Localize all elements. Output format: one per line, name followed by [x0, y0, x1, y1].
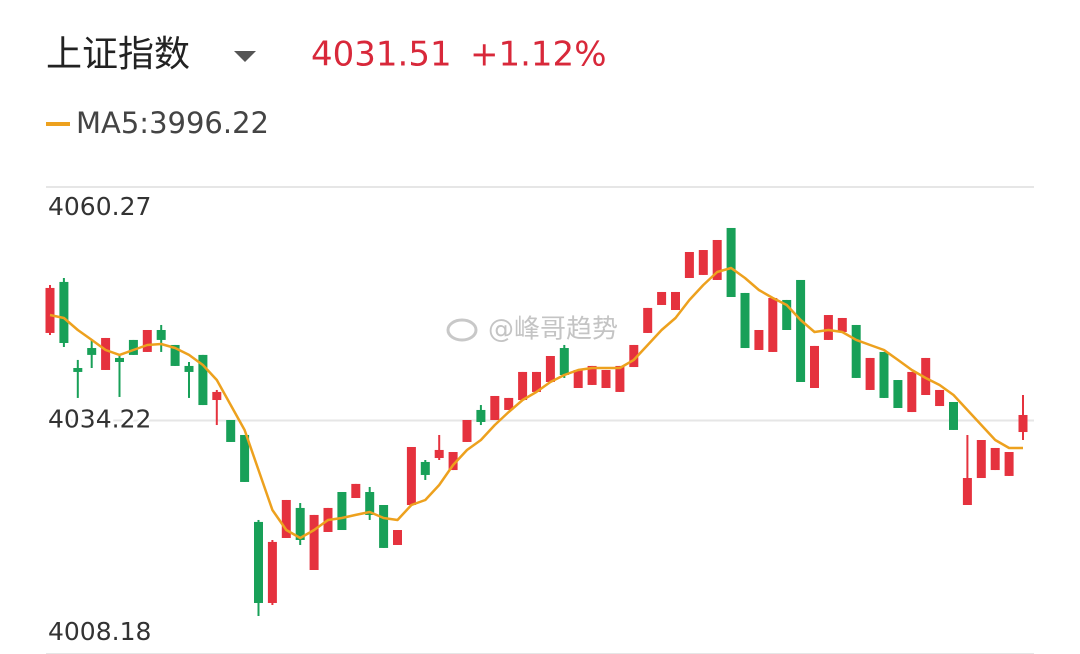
price: 4031.51	[311, 35, 452, 75]
candle-body	[240, 434, 250, 482]
candle-body	[448, 452, 458, 471]
candle-body	[59, 281, 69, 343]
candle-body	[281, 499, 291, 538]
candle-body	[907, 371, 917, 413]
candle-body	[851, 324, 861, 378]
y-tick-label: 4060.27	[48, 192, 151, 221]
y-axis: 4060.27 4034.22 4008.18	[45, 189, 154, 649]
candle-body	[671, 291, 680, 311]
ma-line	[49, 266, 1023, 540]
candle-body	[476, 409, 486, 422]
candle-body	[393, 530, 402, 545]
candle-body	[254, 521, 263, 603]
candle-body	[782, 299, 792, 330]
candle-body	[351, 483, 361, 499]
candle-body	[101, 337, 111, 370]
candle-body	[615, 365, 625, 392]
candle-body	[142, 329, 152, 352]
candle-body	[518, 371, 528, 401]
candle-body	[726, 227, 736, 298]
candle-body	[865, 357, 875, 390]
candle-body	[379, 504, 389, 548]
candle-body	[226, 420, 236, 442]
candle-body	[962, 478, 972, 505]
candle-body	[1018, 414, 1028, 433]
candle-body	[87, 348, 97, 355]
candle-body	[990, 447, 1000, 471]
candle-body	[949, 401, 958, 430]
candle-body	[712, 239, 722, 280]
candle-body	[434, 449, 444, 459]
candle-body	[740, 292, 750, 349]
change: +1.12%	[470, 35, 607, 75]
candle-body	[1004, 452, 1014, 476]
candle-body	[406, 446, 416, 505]
candle-body	[768, 297, 778, 352]
y-tick-label: 4034.22	[48, 405, 151, 434]
candle-body	[643, 307, 653, 333]
candle-body	[559, 348, 569, 376]
candle-body	[504, 397, 514, 410]
candle-body	[796, 279, 806, 382]
candle-body	[754, 329, 764, 350]
candle-body	[420, 461, 430, 475]
candle-body	[115, 357, 124, 363]
candle-body	[45, 287, 55, 333]
candle-body	[128, 339, 138, 355]
candle-body	[698, 250, 708, 275]
dropdown-arrow[interactable]	[234, 51, 256, 62]
candle-body	[976, 439, 986, 479]
grid	[46, 186, 1034, 654]
y-tick-label: 4008.18	[48, 617, 151, 646]
candle-body	[573, 369, 583, 389]
candle-body	[337, 491, 347, 531]
candle-body	[156, 329, 166, 340]
candle-body	[267, 541, 277, 603]
candle-body	[309, 514, 319, 570]
candle-body	[170, 344, 180, 366]
candle-body	[198, 354, 208, 406]
candle-body	[921, 357, 931, 395]
candle-body	[295, 507, 305, 540]
candle-body	[601, 369, 611, 389]
watermark-text: @峰哥趋势	[488, 315, 618, 345]
candle-body	[629, 344, 639, 368]
candle-body	[365, 491, 375, 515]
index-title[interactable]: 上证指数	[46, 34, 190, 75]
candle-body	[184, 365, 194, 372]
candle-body	[823, 315, 833, 340]
candle-body	[545, 355, 555, 382]
candle-body	[657, 291, 667, 305]
candle-body	[893, 380, 903, 408]
candle-body	[879, 351, 889, 398]
candle-body	[532, 371, 541, 392]
legend-label: MA5:3996.22	[76, 106, 269, 140]
candle-body	[810, 345, 819, 389]
candle-body	[212, 391, 222, 401]
candle-body	[684, 251, 694, 278]
candles	[45, 227, 1028, 616]
candle-body	[935, 389, 945, 407]
watermark: @峰哥趋势	[446, 315, 618, 345]
candle-body	[490, 395, 500, 421]
candle-body	[837, 317, 847, 332]
candle-body	[462, 420, 472, 442]
candle-body	[587, 365, 597, 385]
candle-body	[73, 368, 83, 372]
